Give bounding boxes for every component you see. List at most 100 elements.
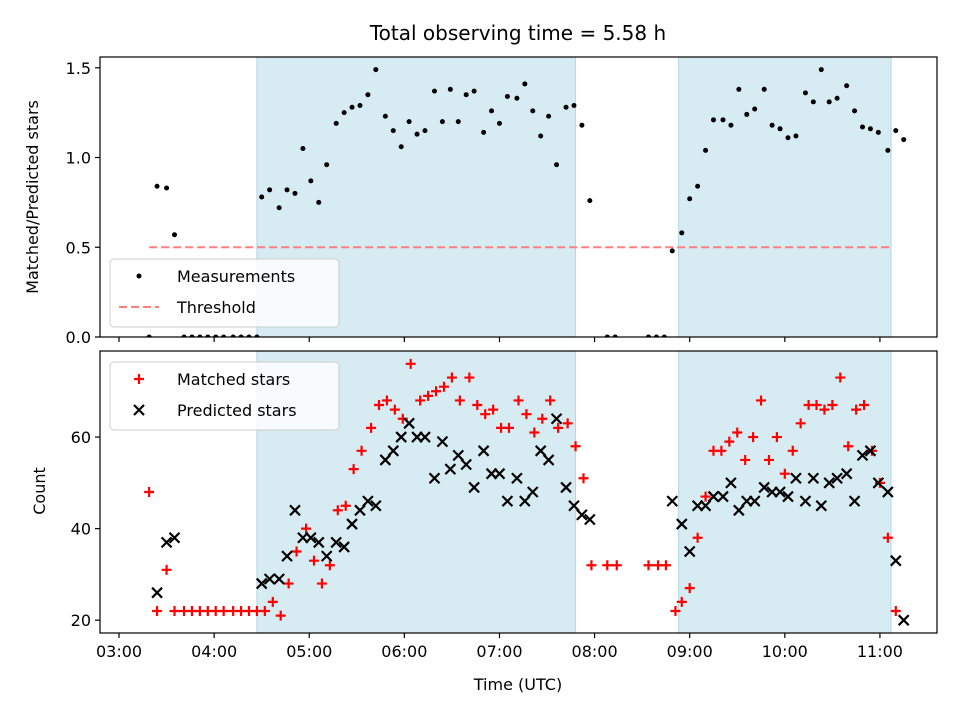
predicted-star-point <box>872 477 885 489</box>
matched-star-point <box>374 400 384 411</box>
x-tick-label: 10:00 <box>762 642 808 661</box>
matched-star-point <box>787 445 798 456</box>
measurement-point <box>769 122 775 128</box>
measurement-point <box>645 334 651 337</box>
predicted-star-point <box>890 554 902 567</box>
legend-marker-predicted <box>133 404 145 416</box>
matched-star-point <box>316 578 327 589</box>
x-tick-label: 03:00 <box>96 642 142 661</box>
matched-star-point <box>890 606 901 617</box>
measurement-point <box>679 230 685 236</box>
matched-star-point <box>602 560 613 571</box>
matched-star-point <box>218 606 229 617</box>
matched-star-point <box>562 418 573 429</box>
predicted-star-point <box>534 445 547 457</box>
matched-star-point <box>275 610 286 621</box>
matched-star-point <box>570 441 581 452</box>
measurement-point <box>844 83 850 89</box>
legend-label: Threshold <box>176 298 256 317</box>
matched-star-point <box>811 400 822 411</box>
matched-star-point <box>827 400 838 411</box>
predicted-star-point <box>560 481 572 494</box>
measurement-point <box>205 334 211 337</box>
predicted-star-point <box>864 445 877 457</box>
predicted-star-point <box>676 518 688 530</box>
predicted-star-point <box>823 477 835 489</box>
predicted-star-point <box>831 472 843 485</box>
predicted-star-point <box>338 541 350 553</box>
measurement-point <box>373 67 379 73</box>
predicted-star-point <box>354 504 366 517</box>
matched-star-point <box>521 409 532 420</box>
predicted-star-point <box>305 532 317 544</box>
measurement-point <box>604 334 610 337</box>
measurement-point <box>213 334 219 337</box>
predicted-star-point <box>395 431 407 443</box>
measurement-point <box>308 178 314 184</box>
measurement-point <box>349 104 355 110</box>
observing-span <box>678 57 892 337</box>
matched-star-point <box>748 432 759 443</box>
matched-star-point <box>867 445 878 456</box>
predicted-star-point <box>493 467 506 480</box>
bottom-panel: 20 40 60 03:00 04:00 05:00 06:00 07:00 08:00 09:0… <box>71 350 938 661</box>
predicted-star-point <box>320 550 333 562</box>
predicted-star-point <box>707 490 720 503</box>
matched-star-point <box>882 532 893 543</box>
matched-star-point <box>291 546 302 557</box>
measurement-point <box>292 190 298 196</box>
predicted-star-point <box>782 490 794 503</box>
measurement-point <box>259 194 265 200</box>
measurement-point <box>221 334 227 337</box>
measurement-point <box>333 120 339 126</box>
matched-star-point <box>763 454 774 465</box>
y-tick-label: 40 <box>71 520 91 539</box>
matched-star-point <box>835 372 846 383</box>
measurement-point <box>710 117 716 123</box>
matched-star-point <box>684 583 695 594</box>
matched-star-point <box>169 606 180 617</box>
measurement-point <box>471 88 477 94</box>
predicted-star-point <box>758 481 770 494</box>
predicted-star-point <box>379 454 392 466</box>
matched-star-point <box>144 487 155 497</box>
matched-star-point <box>724 436 735 447</box>
matched-star-point <box>670 606 681 617</box>
matched-star-point <box>405 358 416 369</box>
matched-star-point <box>586 560 597 571</box>
measurement-point <box>875 129 881 135</box>
predicted-star-point <box>362 495 374 507</box>
predicted-star-point <box>799 495 812 507</box>
predicted-star-point <box>387 445 400 457</box>
x-tick-label: 06:00 <box>381 642 427 661</box>
predicted-star-point <box>255 577 268 590</box>
predicted-star-point <box>542 454 555 466</box>
matched-star-point <box>454 395 465 406</box>
matched-star-point <box>431 386 442 397</box>
plot-area <box>144 351 910 633</box>
measurement-point <box>587 198 593 204</box>
measurement-point <box>365 92 371 98</box>
matched-star-point <box>843 441 854 452</box>
matched-star-point <box>381 395 392 406</box>
matched-star-point <box>851 404 862 415</box>
x-tick-label: 04:00 <box>191 642 237 661</box>
measurement-point <box>579 122 585 128</box>
measurement-point <box>276 205 282 211</box>
measurement-point <box>406 119 412 125</box>
predicted-star-point <box>526 486 539 498</box>
predicted-star-point <box>263 573 276 585</box>
measurement-point <box>818 67 824 73</box>
matched-star-point <box>415 395 426 406</box>
measurement-point <box>810 99 816 105</box>
measurement-point <box>414 131 420 137</box>
measurement-point <box>901 137 907 143</box>
plot-frame <box>99 350 938 634</box>
predicted-star-point <box>882 486 894 498</box>
measurement-point <box>571 102 577 108</box>
top-panel: 0.0 0.5 1.0 1.5 Measurements Threshold <box>66 56 938 347</box>
measurement-point <box>254 334 260 337</box>
predicted-star-point <box>666 495 679 507</box>
measurement-point <box>687 196 693 202</box>
